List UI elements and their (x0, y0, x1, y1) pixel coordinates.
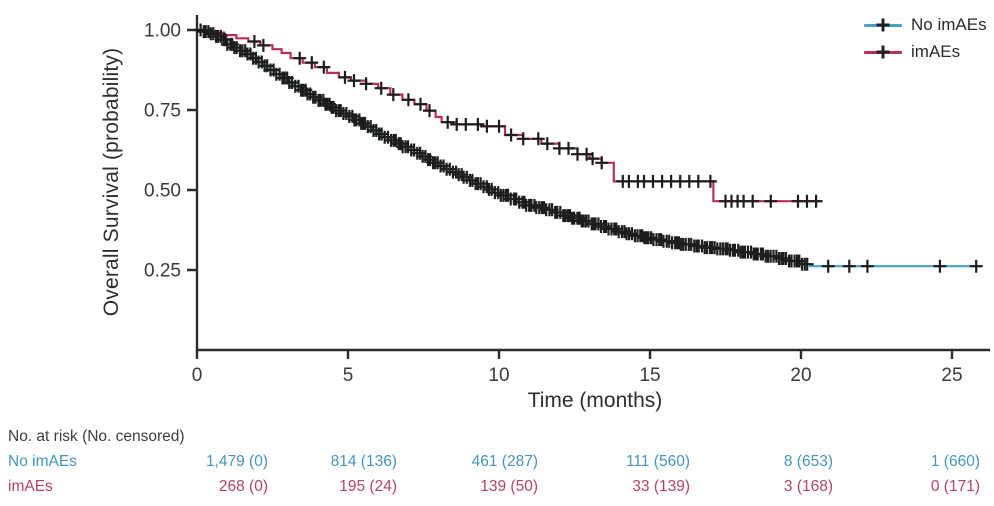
censor-marks (194, 23, 983, 273)
axis-ticks (187, 28, 954, 359)
survival-chart: 1.00 0.75 0.50 0.25 0 5 10 15 20 25 (144, 15, 990, 386)
risk-value: 461 (287) (471, 453, 538, 470)
risk-value: 8 (653) (783, 453, 833, 470)
x-tick-label: 0 (192, 365, 203, 386)
y-tick-label: 0.50 (144, 181, 181, 202)
y-tick-label: 0.75 (144, 101, 181, 122)
risk-value: 33 (139) (632, 478, 690, 495)
censor-plus-icon (876, 45, 890, 59)
risk-table-header: No. at risk (No. censored) (8, 428, 185, 445)
legend-item-imaes: imAEs (864, 42, 987, 62)
legend-item-no-imaes: No imAEs (864, 15, 987, 35)
risk-value: 3 (168) (783, 478, 833, 495)
risk-value: 195 (24) (339, 478, 397, 495)
x-tick-label: 20 (790, 365, 811, 386)
legend-label-no-imaes: No imAEs (911, 15, 987, 34)
y-tick-label: 0.25 (144, 261, 181, 282)
risk-row-label-imaes: imAEs (8, 478, 53, 495)
y-axis-title: Overall Survival (probability) (100, 47, 123, 317)
survival-curve-imaes (197, 28, 823, 203)
risk-value: 814 (136) (330, 453, 397, 470)
y-tick-label: 1.00 (144, 21, 181, 42)
x-tick-label: 25 (941, 365, 962, 386)
risk-value: 139 (50) (480, 478, 538, 495)
censor-plus-icon (876, 18, 890, 32)
x-tick-label: 5 (343, 365, 354, 386)
legend: No imAEs imAEs (864, 15, 987, 62)
risk-row-label-no-imaes: No imAEs (8, 453, 77, 470)
risk-value: 111 (560) (625, 453, 690, 470)
legend-swatch-imaes (864, 45, 902, 59)
risk-value: 268 (0) (218, 478, 268, 495)
legend-label-imaes: imAEs (911, 42, 961, 61)
risk-value: 1 (660) (930, 453, 980, 470)
x-tick-label: 15 (639, 365, 660, 386)
x-tick-label: 10 (488, 365, 509, 386)
legend-swatch-no-imaes (864, 18, 902, 32)
x-axis-title: Time (months) (527, 389, 663, 412)
risk-value: 0 (171) (930, 478, 980, 495)
axis-lines (195, 15, 990, 352)
risk-value: 1,479 (0) (205, 453, 268, 470)
